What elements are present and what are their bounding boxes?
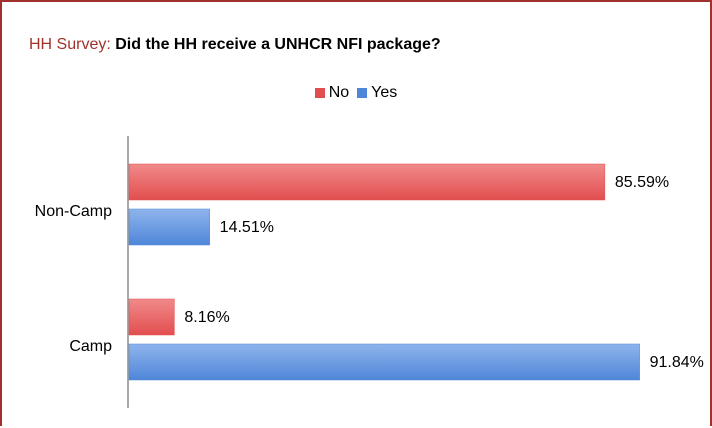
legend-swatch-no	[314, 88, 325, 98]
bar-camp-yes	[128, 343, 640, 381]
data-label-camp-yes: 91.84%	[650, 354, 704, 371]
category-label-camp: Camp	[69, 338, 112, 355]
legend-label-yes: Yes	[371, 84, 398, 101]
category-label-non-camp: Non-Camp	[35, 203, 112, 220]
bar-non-camp-no	[128, 163, 606, 201]
title-prefix: HH Survey:	[29, 36, 111, 53]
title-question: Did the HH receive a UNHCR NFI package?	[115, 36, 441, 53]
data-label-non-camp-no: 85.59%	[615, 174, 669, 191]
legend-label-no: No	[328, 84, 350, 101]
data-label-camp-no: 8.16%	[184, 309, 229, 326]
legend-swatch-yes	[357, 88, 368, 98]
chart-legend: No Yes	[2, 84, 710, 102]
legend-item-no: No	[314, 84, 350, 102]
chart-title: HH Survey: Did the HH receive a UNHCR NF…	[29, 36, 441, 54]
data-label-non-camp-yes: 14.51%	[220, 219, 274, 236]
bar-non-camp-yes	[128, 208, 210, 246]
bar-camp-no	[128, 298, 175, 336]
legend-item-yes: Yes	[357, 84, 397, 102]
